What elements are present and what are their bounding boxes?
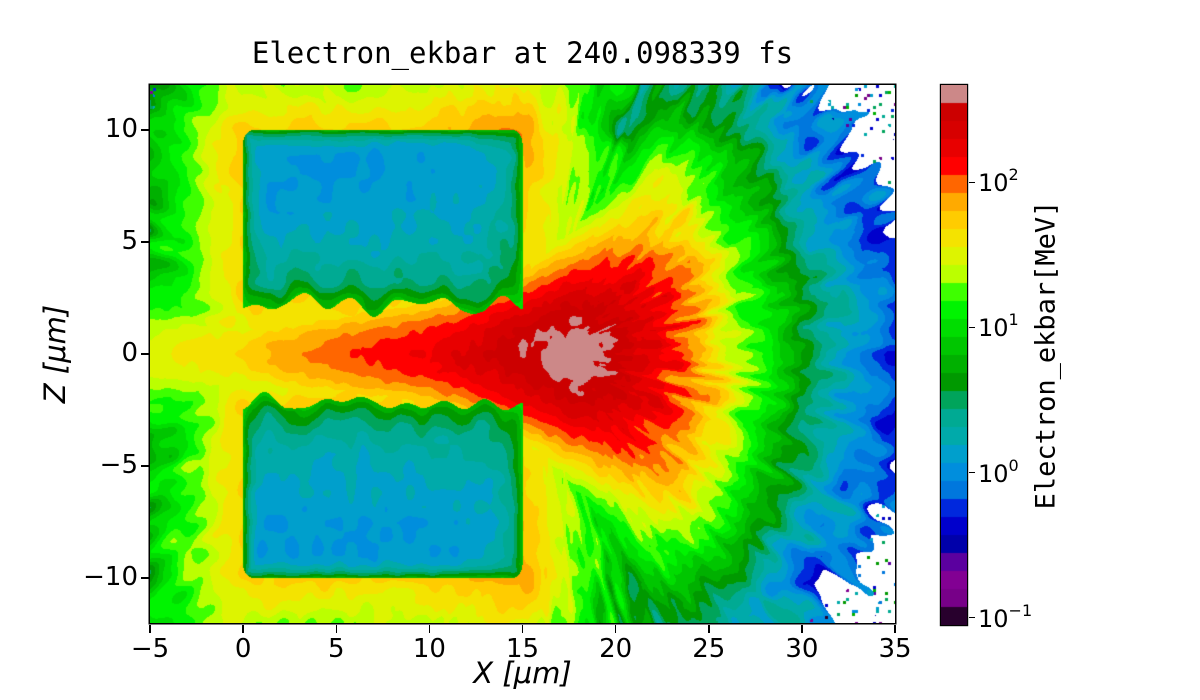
x-tick-mark	[801, 624, 803, 633]
x-tick-mark	[708, 624, 710, 633]
colorbar-label: Electron_ekbar[MeV]	[1030, 200, 1062, 510]
y-tick-mark	[140, 353, 149, 355]
heatmap-canvas	[150, 85, 895, 623]
chart-title: Electron_ekbar at 240.098339 fs	[251, 36, 794, 70]
y-tick-mark	[140, 241, 149, 243]
x-tick-mark	[149, 624, 151, 633]
x-tick-label: −5	[130, 634, 170, 664]
y-tick-label: 5	[121, 225, 138, 256]
colorbar-canvas	[941, 85, 967, 625]
x-tick-label: 35	[878, 634, 912, 664]
y-tick-label: 10	[104, 113, 138, 144]
plot-area	[150, 85, 895, 623]
colorbar-tick-mark	[968, 326, 975, 329]
y-tick-mark	[140, 465, 149, 467]
x-tick-mark	[614, 624, 617, 633]
y-tick-label: −5	[99, 450, 138, 481]
x-tick-mark	[521, 624, 524, 633]
colorbar-tick-label: 100	[978, 455, 1019, 488]
x-tick-label: 5	[327, 634, 345, 664]
x-tick-mark	[335, 624, 337, 633]
x-tick-label: 15	[505, 634, 540, 664]
x-tick-label: 10	[412, 634, 446, 664]
y-tick-label: 0	[121, 338, 138, 368]
x-tick-label: 0	[234, 634, 252, 664]
colorbar	[941, 85, 967, 625]
colorbar-tick-mark	[968, 616, 975, 619]
colorbar-tick-mark	[968, 471, 975, 474]
x-tick-label: 30	[785, 634, 819, 664]
x-tick-mark	[428, 624, 431, 633]
y-tick-label: −10	[83, 562, 138, 593]
x-tick-mark	[894, 624, 896, 633]
y-tick-mark	[140, 129, 149, 131]
y-tick-mark	[140, 577, 149, 579]
colorbar-tick-label: 102	[978, 165, 1019, 198]
colorbar-tick-label: 10−1	[978, 600, 1033, 633]
x-tick-label: 25	[692, 634, 726, 664]
colorbar-tick-mark	[968, 181, 975, 183]
colorbar-tick-label: 101	[978, 310, 1019, 343]
x-tick-label: 20	[599, 634, 633, 664]
x-tick-mark	[242, 624, 244, 633]
x-axis-label: X [μm]	[473, 656, 572, 690]
